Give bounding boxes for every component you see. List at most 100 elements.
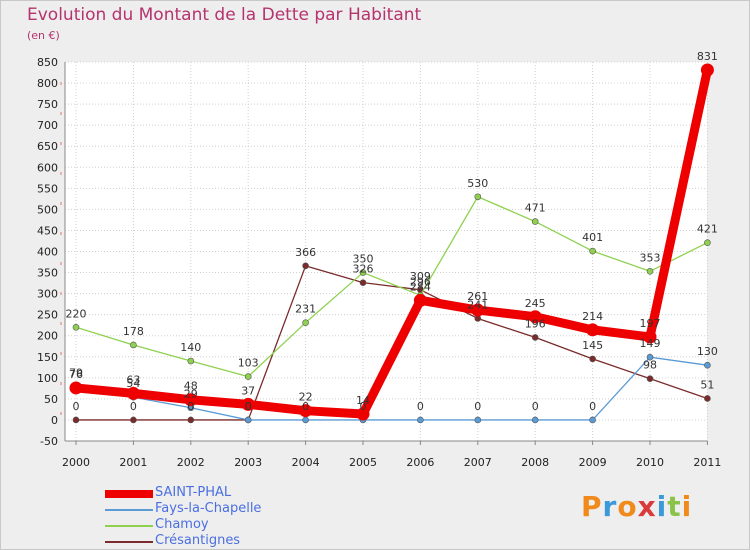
proxiti-logo: Proxiti [581, 490, 692, 523]
data-label: 145 [582, 339, 603, 352]
data-point [589, 247, 596, 255]
data-point [126, 386, 140, 400]
legend-swatch [105, 490, 153, 498]
data-point [72, 416, 80, 424]
data-point [413, 293, 427, 307]
data-point [643, 330, 657, 344]
legend-label: Fays-la-Chapelle [155, 501, 262, 516]
y-tick-label: 400 [37, 246, 58, 259]
y-tick-label: 300 [37, 288, 58, 301]
series-line-Chamoy [75, 196, 709, 378]
data-label: 63 [126, 373, 140, 386]
data-point [704, 361, 711, 369]
data-label: 471 [525, 202, 546, 215]
data-point [589, 355, 596, 363]
data-label: 530 [467, 177, 488, 190]
data-label: 0 [245, 400, 252, 413]
data-label: 220 [66, 307, 87, 320]
logo-letter: x [637, 490, 657, 523]
legend-swatch [105, 509, 153, 511]
y-tick-label: 150 [37, 351, 58, 364]
data-label: 401 [582, 231, 603, 244]
data-label: 0 [187, 400, 194, 413]
data-point [187, 416, 195, 424]
data-label: 261 [467, 290, 488, 303]
data-label: 29 [184, 388, 198, 401]
data-label: 0 [417, 400, 424, 413]
data-point [646, 375, 654, 382]
data-point [417, 416, 424, 424]
data-label: 0 [302, 400, 309, 413]
data-point [704, 239, 711, 246]
data-point [700, 63, 714, 77]
data-point [471, 303, 485, 317]
data-label: 48 [184, 380, 198, 393]
data-label: 149 [640, 337, 661, 350]
data-point [531, 334, 539, 341]
data-point [356, 407, 370, 421]
data-label: 284 [410, 280, 431, 293]
data-label: 0 [360, 400, 367, 413]
y-tick-label: 350 [37, 267, 58, 280]
x-tick-label: 2003 [234, 456, 262, 469]
data-label: 231 [295, 303, 316, 316]
series-line-Crésantignes [75, 265, 709, 421]
data-point [184, 393, 198, 407]
y-tick-label: 500 [37, 203, 58, 216]
logo-letter: i [656, 490, 668, 523]
legend-label: SAINT-PHAL [155, 485, 232, 500]
data-label: 79 [69, 367, 83, 380]
series-line-SAINT-PHAL [71, 65, 712, 419]
logo-letter: i [681, 490, 693, 523]
data-label: 326 [353, 263, 374, 276]
data-point [69, 381, 83, 395]
data-point [187, 357, 195, 365]
data-point [589, 416, 596, 424]
data-point [241, 397, 255, 411]
data-point [359, 269, 367, 276]
data-label: 14 [356, 394, 370, 407]
data-label: 0 [130, 400, 137, 413]
data-label: 0 [73, 400, 80, 413]
unit-label: (en €) [27, 29, 60, 42]
data-label: 353 [640, 251, 661, 264]
y-tick-label: 100 [37, 372, 58, 385]
data-point [130, 416, 137, 424]
data-point [302, 416, 309, 424]
legend-label: Crésantignes [155, 533, 241, 548]
data-point [302, 319, 309, 326]
data-label: 0 [589, 400, 596, 413]
y-tick-label: 0 [51, 414, 58, 427]
data-point [302, 262, 309, 270]
data-point [528, 310, 542, 324]
data-point [130, 341, 137, 349]
y-tick-label: 50 [44, 393, 58, 406]
x-tick-label: 2002 [177, 456, 205, 469]
x-tick-label: 2006 [406, 456, 434, 469]
logo-letter: o [617, 490, 638, 523]
data-label: 37 [241, 384, 255, 397]
data-label: 366 [295, 246, 316, 259]
data-point [531, 416, 539, 424]
x-tick-label: 2010 [636, 456, 664, 469]
y-tick-label: 450 [37, 224, 58, 237]
legend-label: Chamoy [155, 517, 209, 532]
data-label: 130 [697, 345, 718, 358]
logo-letter: t [667, 490, 682, 523]
y-tick-label: 600 [37, 161, 58, 174]
legend-swatch [105, 541, 153, 543]
y-tick-label: -50 [40, 435, 58, 448]
data-label: 103 [238, 357, 259, 370]
data-point [586, 323, 600, 337]
data-point [474, 193, 482, 201]
x-tick-label: 2000 [62, 456, 90, 469]
data-label: 22 [299, 391, 313, 404]
data-label: 140 [180, 341, 201, 354]
data-label: 51 [700, 378, 714, 391]
data-label: 296 [410, 275, 431, 288]
x-tick-label: 2004 [292, 456, 320, 469]
y-tick-label: 850 [37, 56, 58, 69]
y-tick-label: 700 [37, 119, 58, 132]
data-label: 245 [525, 297, 546, 310]
